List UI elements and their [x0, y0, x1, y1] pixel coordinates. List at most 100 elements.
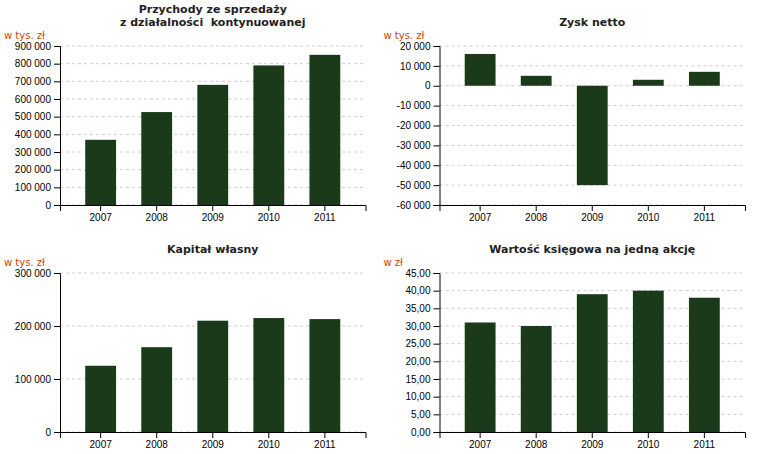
x-tick: 2011	[314, 205, 336, 223]
y-tick: 20 000	[400, 41, 440, 52]
y-tick-mark	[434, 344, 440, 345]
y-tick-mark	[54, 152, 60, 153]
x-tick-label: 2011	[694, 212, 716, 223]
grid-line	[60, 273, 366, 274]
bar	[689, 72, 720, 86]
y-tick-mark	[434, 291, 440, 292]
y-tick: 40,00	[405, 285, 439, 296]
bar	[521, 76, 552, 86]
x-tick: 2008	[146, 205, 169, 223]
y-tick-label: 100 000	[15, 182, 52, 193]
y-axis-line	[54, 274, 61, 433]
y-tick: 10,00	[405, 391, 439, 402]
figure: 0100 000200 000300 000400 000500 000600 …	[0, 0, 759, 454]
x-tick-label: 2007	[90, 439, 113, 450]
grid	[60, 273, 366, 432]
y-tick-mark	[54, 379, 60, 380]
x-axis: 20072008200920102011	[61, 205, 367, 223]
y-tick-label: 200 000	[15, 321, 52, 332]
y-tick-mark	[434, 126, 440, 127]
y-tick: 600 000	[15, 94, 60, 105]
y-tick-label: 40,00	[405, 285, 430, 296]
bars	[85, 55, 340, 205]
x-tick-mark	[592, 205, 593, 211]
bar	[85, 140, 116, 205]
y-tick-label: 15,00	[405, 374, 430, 385]
bars	[465, 291, 720, 432]
x-tick-label: 2010	[258, 212, 281, 223]
x-tick-mark	[592, 432, 593, 438]
x-tick: 2010	[258, 432, 281, 450]
y-tick-mark	[434, 46, 440, 47]
x-tick: 2009	[202, 432, 225, 450]
bars	[465, 54, 720, 185]
x-tick-mark	[324, 432, 325, 438]
bar	[253, 318, 284, 432]
y-tick: -20 000	[397, 120, 440, 131]
y-tick-label: 500 000	[15, 111, 52, 122]
x-tick-label: 2009	[202, 439, 225, 450]
y-tick: -10 000	[397, 100, 440, 111]
y-tick-mark	[54, 99, 60, 100]
x-tick: 2007	[469, 205, 492, 223]
bar	[465, 54, 496, 86]
bar	[465, 322, 496, 432]
y-axis: 0100 000200 000300 000400 000500 000600 …	[15, 41, 61, 211]
x-tick: 2009	[581, 432, 604, 450]
y-tick-label: 10,00	[405, 391, 430, 402]
y-tick: 30,00	[405, 321, 439, 332]
y-tick: 20,00	[405, 356, 439, 367]
y-axis-label: w zł	[384, 257, 404, 268]
y-tick: -30 000	[397, 140, 440, 151]
bar	[521, 326, 552, 432]
x-tick-label: 2010	[258, 439, 281, 450]
y-tick-mark	[54, 326, 60, 327]
y-tick: 45,00	[405, 268, 439, 279]
x-axis-line	[440, 206, 746, 212]
y-tick: 200 000	[15, 321, 60, 332]
y-tick-label: -10 000	[397, 100, 431, 111]
title: Przychody ze sprzedażyz działalności kon…	[120, 3, 306, 29]
bar	[633, 291, 664, 432]
y-tick: 10 000	[400, 61, 440, 72]
x-axis-line	[61, 433, 367, 439]
y-tick-mark	[54, 81, 60, 82]
y-tick-mark	[434, 165, 440, 166]
y-tick-mark	[434, 308, 440, 309]
y-tick-mark	[434, 273, 440, 274]
y-axis-line	[54, 47, 61, 206]
x-axis: 20072008200920102011	[440, 432, 746, 450]
y-tick: 0,00	[411, 427, 439, 438]
y-tick: 25,00	[405, 338, 439, 349]
y-tick: 900 000	[15, 41, 60, 52]
y-tick-label: 900 000	[15, 41, 52, 52]
x-tick-mark	[480, 432, 481, 438]
x-tick-label: 2011	[314, 212, 336, 223]
x-axis: 20072008200920102011	[440, 205, 746, 223]
x-tick-label: 2009	[581, 212, 604, 223]
y-tick: -50 000	[397, 180, 440, 191]
x-tick-mark	[648, 432, 649, 438]
x-tick-label: 2011	[694, 439, 716, 450]
x-tick: 2009	[202, 205, 225, 223]
x-tick: 2009	[581, 205, 604, 223]
x-axis-line	[440, 433, 746, 439]
y-tick-mark	[434, 414, 440, 415]
grid	[440, 273, 746, 432]
grid-line	[440, 290, 746, 291]
y-tick-label: -20 000	[397, 120, 431, 131]
y-tick-label: 0	[45, 427, 51, 438]
x-tick-mark	[156, 432, 157, 438]
y-tick-label: -40 000	[397, 160, 431, 171]
y-tick-label: 25,00	[405, 338, 430, 349]
x-tick-label: 2008	[146, 212, 169, 223]
y-tick-mark	[54, 117, 60, 118]
y-tick: 500 000	[15, 111, 60, 122]
y-tick: 700 000	[15, 76, 60, 87]
y-tick-mark	[434, 432, 440, 433]
y-tick: 0	[45, 427, 60, 438]
y-tick-mark	[434, 379, 440, 380]
x-tick: 2010	[637, 432, 660, 450]
y-tick-label: 0,00	[411, 427, 431, 438]
y-tick-mark	[434, 145, 440, 146]
